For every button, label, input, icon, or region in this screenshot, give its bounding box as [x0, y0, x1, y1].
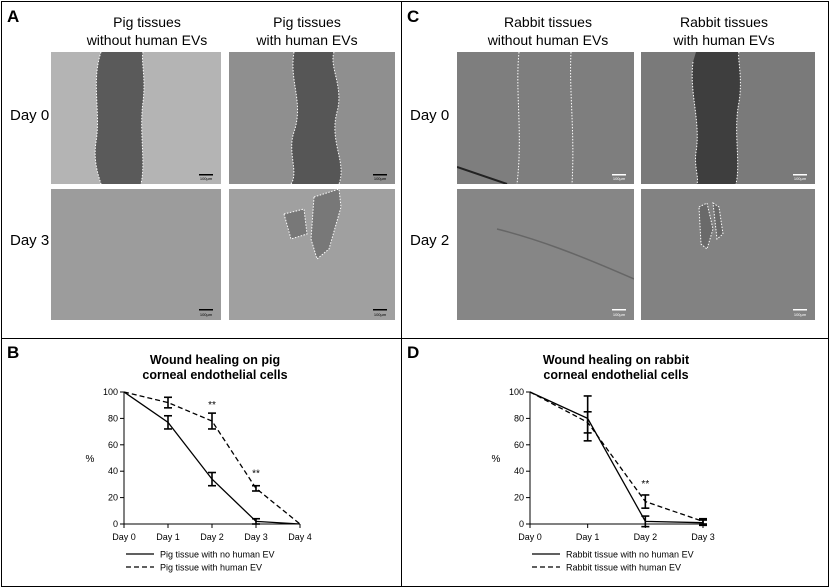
panel-a-col1-header: Pig tissues without human EVs: [86, 14, 208, 48]
scale-bar-label: 100µm: [200, 312, 213, 317]
chart-b-significance-marker: **: [252, 468, 260, 479]
chart-d-x-tick-label: Day 0: [518, 532, 542, 542]
chart-b-series-line-1: [123, 391, 301, 525]
chart-b-y-tick-label: 100: [103, 387, 118, 397]
scale-bar-label: 100µm: [794, 312, 807, 317]
chart-d-y-tick-label: 0: [519, 519, 524, 529]
chart-b: 0 20 40 60 80 100% Day 0 Day 1 Day 2 Day 3 Day 4 **…: [86, 387, 312, 573]
panel-c-col1-header: Rabbit tissues without human EVs: [487, 14, 609, 48]
micrograph-rabbit-ev-day0: 100µm: [641, 52, 815, 184]
chart-b-y-axis-label: %: [86, 454, 95, 465]
chart-d-x-tick-label: Day 1: [576, 532, 600, 542]
scale-bar-label: 100µm: [794, 176, 807, 181]
chart-b-legend-label-1: Pig tissue with human EV: [160, 563, 262, 573]
micrograph-pig-noev-day3-image: 100µm: [51, 189, 221, 320]
micrograph-pig-ev-day0: 100µm: [229, 52, 395, 184]
panel-a-row1-label: Day 0: [10, 107, 50, 124]
chart-d-series-line-1: [529, 391, 704, 522]
chart-d-legend-label-1: Rabbit tissue with human EV: [566, 563, 681, 573]
chart-b-significance-marker: **: [208, 400, 216, 411]
scale-bar-label: 100µm: [200, 176, 213, 181]
scale-bar-label: 100µm: [613, 176, 626, 181]
chart-d-series-line-0: [529, 391, 704, 524]
chart-b-x-tick-label: Day 2: [200, 532, 224, 542]
micrograph-pig-ev-day3: 100µm: [229, 189, 395, 320]
panel-divider-horizontal: [1, 338, 828, 339]
micrograph-rabbit-noev-day0-image: 100µm: [457, 52, 634, 184]
chart-b-y-tick-label: 60: [108, 440, 118, 450]
chart-d: 0 20 40 60 80 100% Day 0 Day 1 Day 2 Day 3 ** Rabbi…: [492, 387, 715, 573]
panel-a-row2-label: Day 3: [10, 232, 50, 249]
panel-c-col2-header: Rabbit tissues with human EVs: [673, 14, 775, 48]
panel-c-row2-label: Day 2: [410, 232, 450, 249]
chart-b-legend-label-0: Pig tissue with no human EV: [160, 550, 275, 560]
chart-d-legend-label-0: Rabbit tissue with no human EV: [566, 550, 694, 560]
chart-b-x-tick-label: Day 1: [156, 532, 180, 542]
chart-b-series-line-0: [123, 391, 301, 525]
panel-d-letter: D: [407, 343, 420, 362]
chart-b-y-tick-label: 80: [108, 413, 118, 423]
chart-d-y-tick-label: 20: [514, 493, 524, 503]
chart-b-x-tick-label: Day 4: [288, 532, 312, 542]
panel-c-row1-label: Day 0: [410, 107, 450, 124]
micrograph-pig-noev-day3: 100µm: [51, 189, 221, 320]
chart-d-significance-marker: **: [641, 479, 649, 490]
chart-d-title: Wound healing on rabbit corneal endothel…: [542, 353, 690, 382]
micrograph-rabbit-ev-day2-image: 100µm: [641, 189, 815, 320]
chart-b-y-tick-label: 40: [108, 466, 118, 476]
micrograph-pig-ev-day0-image: 100µm: [229, 52, 395, 184]
micrograph-rabbit-noev-day0: 100µm: [457, 52, 634, 184]
chart-b-x-tick-label: Day 0: [112, 532, 136, 542]
chart-d-y-tick-label: 60: [514, 440, 524, 450]
panel-a-letter: A: [7, 7, 20, 26]
panel-divider-vertical: [401, 1, 402, 586]
micrograph-pig-noev-day0: 100µm: [51, 52, 221, 184]
chart-d-x-tick-label: Day 2: [634, 532, 658, 542]
scale-bar-label: 100µm: [613, 312, 626, 317]
micrograph-rabbit-ev-day0-image: 100µm: [641, 52, 815, 184]
micrograph-pig-noev-day0-image: 100µm: [51, 52, 221, 184]
chart-d-y-tick-label: 40: [514, 466, 524, 476]
chart-b-y-tick-label: 20: [108, 493, 118, 503]
micrograph-rabbit-noev-day2-image: 100µm: [457, 189, 634, 320]
chart-d-x-tick-label: Day 3: [691, 532, 715, 542]
micrograph-pig-ev-day3-image: 100µm: [229, 189, 395, 320]
panel-c-letter: C: [407, 7, 420, 26]
chart-b-x-tick-label: Day 3: [244, 532, 268, 542]
scale-bar-label: 100µm: [374, 312, 387, 317]
micrograph-rabbit-noev-day2: 100µm: [457, 189, 634, 320]
panel-a-col2-header: Pig tissues with human EVs: [256, 14, 358, 48]
scale-bar-label: 100µm: [374, 176, 387, 181]
chart-b-y-tick-label: 0: [113, 519, 118, 529]
panel-b-letter: B: [7, 343, 20, 362]
chart-b-title: Wound healing on pig corneal endothelial…: [142, 353, 288, 382]
chart-d-y-tick-label: 100: [509, 387, 524, 397]
chart-d-y-tick-label: 80: [514, 413, 524, 423]
micrograph-rabbit-ev-day2: 100µm: [641, 189, 815, 320]
chart-d-y-axis-label: %: [492, 454, 501, 465]
